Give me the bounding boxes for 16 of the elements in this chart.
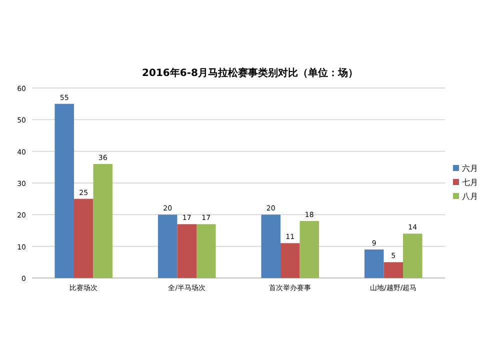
bar — [54, 104, 74, 278]
bar — [403, 234, 422, 278]
bar — [384, 262, 404, 278]
bar — [280, 243, 300, 278]
legend-label: 八月 — [462, 192, 478, 201]
bar — [158, 214, 178, 278]
bar — [93, 164, 113, 278]
bar — [196, 224, 216, 278]
legend-label: 六月 — [462, 164, 478, 173]
bar — [364, 250, 384, 278]
legend-label: 七月 — [462, 178, 478, 187]
bar — [261, 214, 280, 278]
bar — [74, 198, 94, 278]
bar — [300, 221, 320, 278]
bar — [177, 224, 197, 278]
chart-title: 2016年6-8月马拉松赛事类别对比（单位：场） — [142, 67, 358, 79]
